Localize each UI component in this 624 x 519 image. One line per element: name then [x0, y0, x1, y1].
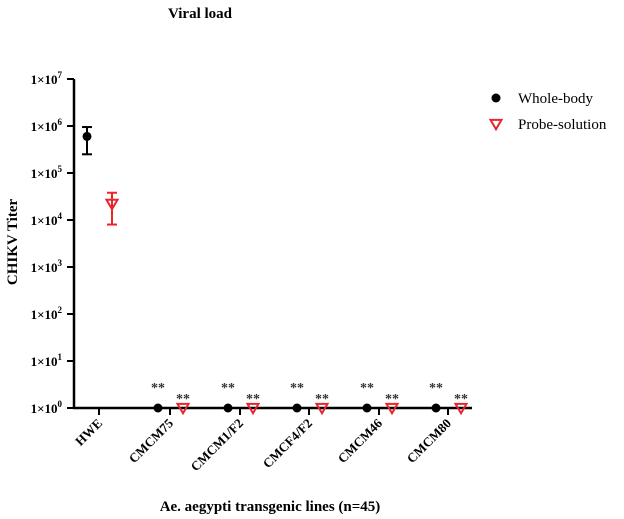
legend-label: Whole-body	[518, 91, 593, 107]
significance-marker: **	[360, 381, 374, 396]
y-tick-label: 1×103	[31, 258, 63, 275]
x-tick-label: CMCM80	[404, 416, 454, 466]
significance-marker: **	[290, 381, 304, 396]
x-tick-label: HWE	[72, 416, 105, 449]
significance-marker: **	[454, 392, 468, 407]
significance-marker: **	[221, 381, 235, 396]
data-point	[314, 402, 330, 416]
significance-marker: **	[151, 381, 165, 396]
y-tick-label: 1×101	[31, 352, 63, 369]
significance-marker: **	[176, 392, 190, 407]
y-axis-label: CHIKV Titer	[5, 199, 21, 286]
y-ticks: 1×100 1×101 1×102 1×103 1×104 1×105 1×106 1×107	[31, 70, 74, 416]
y-tick-label: 1×106	[31, 117, 63, 134]
data-point	[104, 198, 120, 212]
data-point	[362, 403, 372, 413]
x-axis-label: Ae. aegypti transgenic lines (n=45)	[160, 499, 381, 515]
x-tick-label: CMCF4/F2	[260, 416, 316, 472]
data-point	[245, 402, 261, 416]
data-marks: ** ** ** ** ** ** ** ** ** **	[82, 126, 469, 416]
legend-marker	[488, 118, 504, 132]
data-point	[175, 402, 191, 416]
data-point	[223, 403, 233, 413]
y-tick-label: 1×100	[31, 399, 63, 416]
legend-marker	[491, 93, 501, 103]
x-tick-label: CMCM75	[126, 415, 177, 466]
data-point	[453, 402, 469, 416]
y-tick-label: 1×105	[31, 164, 63, 181]
y-tick-label: 1×107	[31, 70, 63, 87]
significance-marker: **	[429, 381, 443, 396]
legend: Whole-body Probe-solution	[488, 91, 607, 133]
data-point	[431, 403, 441, 413]
axes	[72, 79, 472, 410]
data-point	[82, 131, 92, 141]
data-point	[292, 403, 302, 413]
x-tick-label: CMCM46	[335, 415, 386, 466]
significance-marker: **	[385, 392, 399, 407]
significance-marker: **	[246, 392, 260, 407]
significance-marker: **	[315, 392, 329, 407]
x-ticks: HWE CMCM75 CMCM1/F2 CMCF4/F2 CMCM46 CMCM80	[72, 408, 454, 474]
legend-label: Probe-solution	[518, 117, 607, 133]
y-tick-label: 1×104	[31, 211, 63, 228]
y-tick-label: 1×102	[31, 305, 63, 322]
x-tick-label: CMCM1/F2	[188, 416, 247, 475]
data-point	[153, 403, 163, 413]
chart-title: Viral load	[168, 6, 233, 22]
data-point	[384, 402, 400, 416]
